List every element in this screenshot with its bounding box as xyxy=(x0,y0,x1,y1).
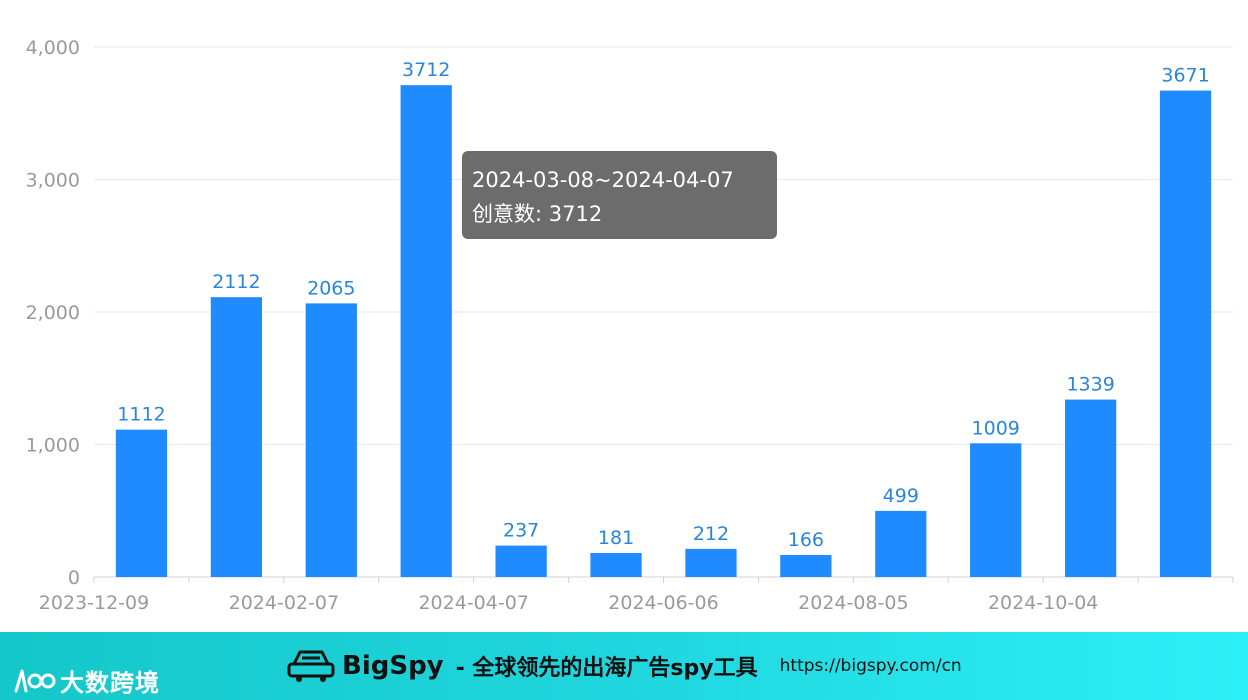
bar xyxy=(1064,399,1117,577)
x-tick-label: 2023-12-09 xyxy=(39,592,149,614)
x-tick-label: 2024-06-06 xyxy=(608,592,718,614)
bar-chart: 0 1,000 2,000 3,000 4,000 1112 2112 2065 3712 23… xyxy=(26,37,1234,614)
dashujingjing-logo: 大数跨境 xyxy=(12,662,160,698)
bigspy-url: https://bigspy.com/cn xyxy=(779,656,962,676)
bar xyxy=(1159,90,1212,577)
grid-lines xyxy=(93,46,1234,583)
bar-value-label: 181 xyxy=(598,527,634,549)
y-tick-label: 1,000 xyxy=(26,435,80,457)
bigspy-tagline: - 全球领先的出海广告spy工具 xyxy=(455,656,758,681)
dashujingjing-logo-icon xyxy=(14,669,56,693)
chart-tooltip: 2024-03-08~2024-04-07 创意数: 3712 xyxy=(462,151,777,239)
bar-value-labels: 1112 2112 2065 3712 237 181 212 166 499 1009 1339 3… xyxy=(117,59,1209,551)
x-tick-label: 2024-02-07 xyxy=(229,592,339,614)
bar-value-label: 1112 xyxy=(117,404,165,426)
bar-value-label: 3712 xyxy=(402,59,450,81)
bar-value-label: 499 xyxy=(883,485,919,507)
bar xyxy=(590,553,642,577)
bar xyxy=(210,297,263,577)
x-tick-label: 2024-04-07 xyxy=(418,592,528,614)
bar xyxy=(305,303,357,577)
dashujingjing-logo-text: 大数跨境 xyxy=(60,668,160,697)
tooltip-value: 创意数: 3712 xyxy=(472,202,603,226)
bar xyxy=(115,429,168,577)
tooltip-date-range: 2024-03-08~2024-04-07 xyxy=(472,168,734,192)
bar xyxy=(495,545,547,577)
bar xyxy=(970,443,1022,577)
bar-value-label: 2112 xyxy=(212,271,260,293)
bar-value-label: 1339 xyxy=(1066,374,1114,396)
bar-value-label: 212 xyxy=(693,523,729,545)
bar xyxy=(875,510,927,577)
bigspy-brand-name: BigSpy xyxy=(342,651,444,681)
x-tick-label: 2024-08-05 xyxy=(798,592,908,614)
x-tick-label: 2024-10-04 xyxy=(988,592,1098,614)
bigspy-car-icon xyxy=(287,650,335,682)
bar-value-label: 2065 xyxy=(307,277,355,299)
bars xyxy=(115,85,1212,577)
x-axis-tick-labels: 2023-12-09 2024-02-07 2024-04-07 2024-06-06… xyxy=(39,592,1099,614)
y-tick-label: 0 xyxy=(68,567,80,589)
y-tick-label: 3,000 xyxy=(26,170,80,192)
bar-value-label: 3671 xyxy=(1161,65,1209,87)
bigspy-brand: BigSpy - 全球领先的出海广告spy工具 https://bigspy.c… xyxy=(286,646,962,686)
bar xyxy=(685,548,737,577)
footer-banner: 大数跨境 BigSpy - 全球领先的出海广告spy工具 https://big… xyxy=(0,632,1248,700)
bar xyxy=(400,85,452,577)
bar-value-label: 166 xyxy=(788,529,824,551)
bar xyxy=(780,555,832,577)
bar-value-label: 237 xyxy=(503,520,539,542)
y-tick-label: 4,000 xyxy=(26,37,80,59)
y-axis-tick-labels: 0 1,000 2,000 3,000 4,000 xyxy=(26,37,80,589)
bar-value-label: 1009 xyxy=(972,417,1020,439)
y-tick-label: 2,000 xyxy=(26,302,80,324)
